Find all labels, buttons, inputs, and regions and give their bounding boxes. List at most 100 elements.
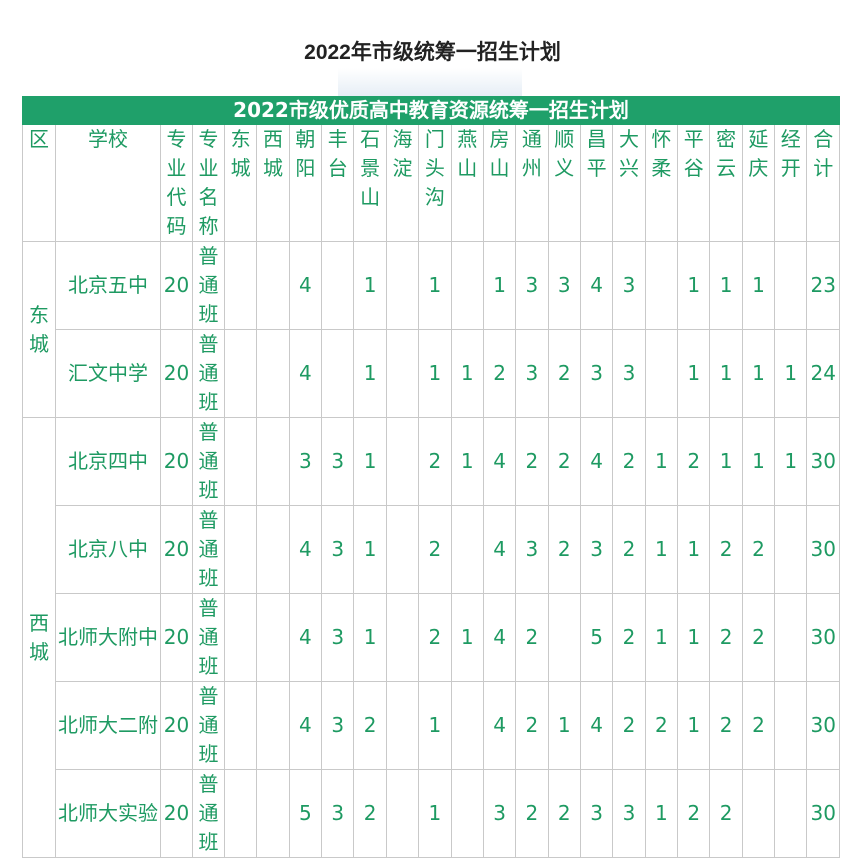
- column-header: 房山: [482, 124, 517, 242]
- table-cell: [223, 769, 258, 858]
- school-cell: 北师大二附: [55, 681, 161, 770]
- column-header: 区: [22, 124, 56, 242]
- table-cell: 20: [160, 329, 193, 418]
- plan-table: 2022市级优质高中教育资源统筹一招生计划 区学校 专业代码 专业名称 东城 西城 朝阳丰…: [22, 96, 840, 858]
- table-cell: 3: [321, 681, 355, 770]
- table-cell: 普通班: [192, 241, 225, 330]
- table-cell: [256, 505, 290, 594]
- table-cell: 5: [579, 593, 614, 682]
- district-cell: 西城: [22, 417, 56, 858]
- table-cell: 1: [677, 593, 711, 682]
- table-cell: 3: [321, 417, 355, 506]
- district-cell: 东城: [22, 241, 56, 418]
- table-cell: 20: [160, 681, 193, 770]
- table-cell: [774, 593, 808, 682]
- school-cell: 北师大附中: [55, 593, 161, 682]
- table-cell: [223, 593, 258, 682]
- table-cell: [450, 241, 484, 330]
- table-cell: [450, 769, 484, 858]
- column-header: 合计: [806, 124, 840, 242]
- column-header: 门头沟: [418, 124, 452, 242]
- table-cell: 20: [160, 241, 193, 330]
- table-cell: 2: [741, 681, 776, 770]
- table-cell: 3: [321, 505, 355, 594]
- table-cell: 1: [353, 593, 387, 682]
- table-cell: 2: [418, 505, 452, 594]
- table-cell: 1: [450, 417, 484, 506]
- table-cell: 2: [612, 681, 646, 770]
- table-cell: 5: [288, 769, 323, 858]
- column-header: 丰台: [321, 124, 355, 242]
- table-cell: 30: [806, 417, 840, 506]
- table-cell: 2: [515, 769, 549, 858]
- table-cell: 2: [709, 769, 743, 858]
- table-cell: 2: [547, 417, 581, 506]
- table-cell: 4: [579, 241, 614, 330]
- table-cell: 1: [353, 329, 387, 418]
- table-cell: [741, 769, 776, 858]
- column-header: 东城: [223, 124, 258, 242]
- table-cell: 普通班: [192, 329, 225, 418]
- table-cell: 1: [644, 769, 679, 858]
- title-glow: [338, 68, 522, 96]
- table-row: 汇文中学 20 普通班 4 1 1 1 2 3 2 3 3 1 1 1 1 24: [23, 329, 840, 418]
- table-cell: 2: [709, 593, 743, 682]
- table-cell: 2: [547, 769, 581, 858]
- table-cell: 1: [709, 241, 743, 330]
- table-cell: 3: [579, 329, 614, 418]
- table-cell: 普通班: [192, 417, 225, 506]
- table-cell: 3: [612, 241, 646, 330]
- table-cell: [223, 329, 258, 418]
- table-cell: 2: [418, 417, 452, 506]
- table-cell: 4: [482, 593, 517, 682]
- page: 2022年市级统筹一招生计划 2022市级优质高中教育资源统筹一招生计划 区学校…: [22, 41, 840, 858]
- table-cell: 4: [288, 593, 323, 682]
- table-cell: 2: [741, 593, 776, 682]
- table-cell: 2: [709, 681, 743, 770]
- table-cell: 3: [612, 769, 646, 858]
- table-cell: 4: [288, 241, 323, 330]
- table-cell: 24: [806, 329, 840, 418]
- table-cell: [256, 769, 290, 858]
- table-cell: 4: [482, 505, 517, 594]
- table-cell: [774, 241, 808, 330]
- table-cell: [547, 593, 581, 682]
- table-cell: [321, 329, 355, 418]
- school-cell: 北京四中: [55, 417, 161, 506]
- table-cell: 1: [418, 241, 452, 330]
- table-row: 北师大实验 20 普通班 5 3 2 1 3 2 2 3 3 1 2 2 30: [23, 769, 840, 858]
- table-cell: 普通班: [192, 593, 225, 682]
- table-row: 北师大附中 20 普通班 4 3 1 2 1 4 2 5 2 1 1 2 2 30: [23, 593, 840, 682]
- table-cell: 1: [677, 681, 711, 770]
- table-cell: 4: [288, 681, 323, 770]
- table-cell: 20: [160, 593, 193, 682]
- table-cell: 4: [579, 417, 614, 506]
- table-cell: 2: [644, 681, 679, 770]
- table-cell: [385, 681, 420, 770]
- table-cell: 1: [741, 417, 776, 506]
- table-cell: 1: [677, 241, 711, 330]
- table-row: 北京八中 20 普通班 4 3 1 2 4 3 2 3 2 1 1 2 2 30: [23, 505, 840, 594]
- table-cell: 1: [741, 329, 776, 418]
- table-cell: 1: [709, 417, 743, 506]
- table-cell: [385, 241, 420, 330]
- table-cell: 1: [644, 593, 679, 682]
- table-cell: 4: [288, 329, 323, 418]
- table-cell: 1: [774, 329, 808, 418]
- table-cell: 20: [160, 505, 193, 594]
- school-cell: 北师大实验: [55, 769, 161, 858]
- table-cell: 1: [450, 593, 484, 682]
- table-cell: 4: [288, 505, 323, 594]
- table-cell: [644, 241, 679, 330]
- table-cell: [774, 681, 808, 770]
- table-cell: 2: [612, 417, 646, 506]
- table-cell: 30: [806, 769, 840, 858]
- table-row: 西城 北京四中 20 普通班 3 3 1 2 1 4 2 2 4 2 1 2 1 1 1 30: [22, 417, 840, 858]
- table-cell: 1: [677, 329, 711, 418]
- table-cell: 2: [677, 769, 711, 858]
- column-header: 密云: [709, 124, 743, 242]
- table-cell: 1: [418, 329, 452, 418]
- table-cell: 2: [612, 505, 646, 594]
- table-cell: [385, 769, 420, 858]
- table-cell: 2: [515, 681, 549, 770]
